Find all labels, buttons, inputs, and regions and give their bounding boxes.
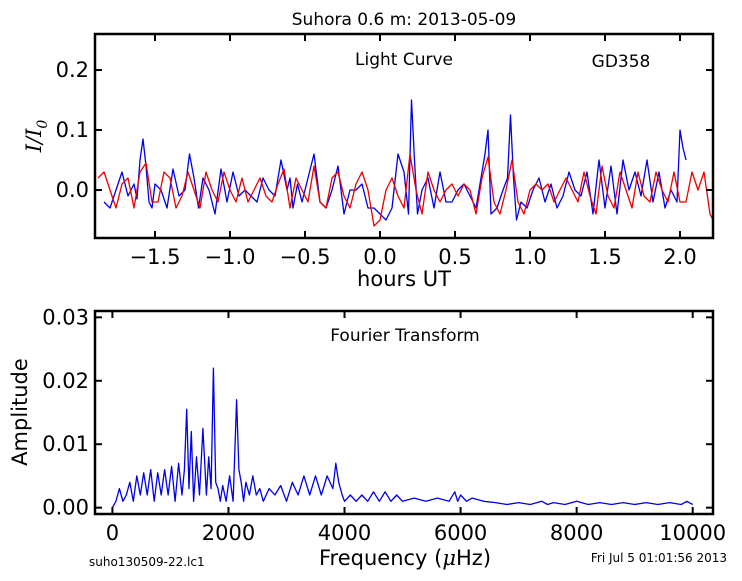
fourier-x-tick-label: 10000 — [659, 521, 726, 545]
fourier-y-label: Amplitude — [8, 358, 32, 466]
fourier-x-label-post: Hz) — [456, 546, 491, 570]
figure-title: Suhora 0.6 m: 2013-05-09 — [292, 10, 516, 30]
star-name-annotation: GD358 — [592, 52, 651, 72]
fourier-transform-panel: 0 2000 4000 6000 8000 10000 0.00 0.01 0.02 0.03 F… — [8, 305, 726, 570]
light-curve-y-tick-label: 0.2 — [56, 58, 89, 82]
fourier-y-tick-label: 0.01 — [42, 432, 89, 456]
fourier-x-tick-label: 8000 — [550, 521, 603, 545]
light-curve-title: Light Curve — [355, 50, 453, 70]
fourier-y-tick-label: 0.02 — [42, 369, 89, 393]
fourier-frame — [93, 309, 715, 516]
light-curve-x-tick-label: −0.5 — [280, 245, 331, 269]
fourier-y-tick-label: 0.03 — [42, 305, 89, 329]
light-curve-x-tick-label: 0.5 — [438, 245, 471, 269]
light-curve-x-tick-label: 1.0 — [513, 245, 546, 269]
light-curve-x-tick-label: 1.5 — [588, 245, 621, 269]
light-curve-y-label: I/I0 — [22, 120, 51, 154]
fourier-x-label-pre: Frequency ( — [319, 546, 442, 570]
fourier-x-tick-label: 4000 — [318, 521, 371, 545]
fourier-x-tick-label: 2000 — [202, 521, 255, 545]
light-curve-series-0 — [103, 99, 687, 221]
light-curve-x-tick-label: −1.5 — [130, 245, 181, 269]
fourier-x-tick-label: 0 — [106, 521, 119, 545]
light-curve-y-label-main: I/I — [22, 128, 46, 153]
light-curve-frame — [93, 32, 715, 240]
light-curve-y-label-subscript: 0 — [35, 120, 51, 129]
footer-timestamp: Fri Jul 5 01:01:56 2013 — [591, 551, 727, 565]
light-curve-x-tick-label: 0.0 — [363, 245, 396, 269]
light-curve-panel: −1.5 −1.0 −0.5 0.0 0.5 1.0 1.5 2.0 0.0 0.1 0.2 Lig… — [22, 32, 715, 291]
light-curve-y-tick-label: 0.1 — [56, 118, 89, 142]
fourier-x-label: Frequency (μHz) — [319, 546, 491, 570]
light-curve-y-tick-label: 0.0 — [56, 178, 89, 202]
fourier-title: Fourier Transform — [330, 326, 479, 346]
fourier-x-tick-label: 6000 — [434, 521, 487, 545]
fourier-series-0 — [111, 367, 694, 509]
light-curve-x-label: hours UT — [357, 267, 451, 291]
light-curve-x-tick-label: −1.0 — [205, 245, 256, 269]
footer-filename: suho130509-22.lc1 — [89, 555, 205, 569]
fourier-x-label-mu: μ — [442, 546, 456, 570]
light-curve-series-1 — [97, 153, 713, 227]
fourier-y-tick-label: 0.00 — [42, 496, 89, 520]
light-curve-x-tick-label: 2.0 — [663, 245, 696, 269]
